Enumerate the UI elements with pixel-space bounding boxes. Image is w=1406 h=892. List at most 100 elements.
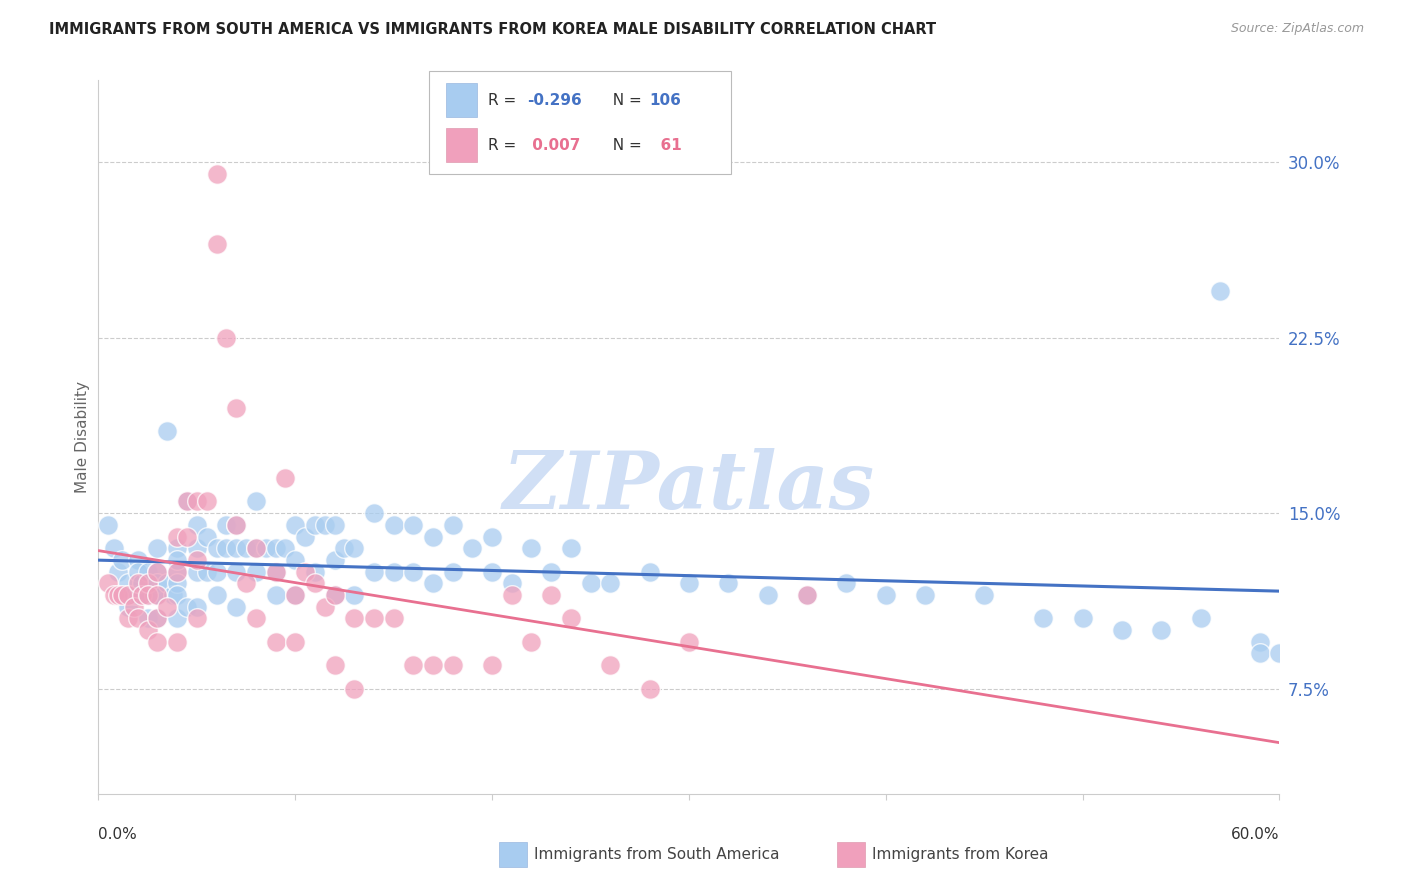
Point [117, 599, 139, 614]
Point [323, 588, 346, 602]
Point [323, 517, 346, 532]
Point [136, 588, 159, 602]
Point [186, 494, 208, 508]
Point [166, 635, 188, 649]
Point [205, 588, 228, 602]
Text: -0.296: -0.296 [527, 93, 582, 108]
Point [136, 576, 159, 591]
Point [422, 529, 444, 543]
Point [166, 529, 188, 543]
Point [441, 565, 464, 579]
Point [1150, 623, 1173, 637]
Point [136, 588, 159, 602]
Point [215, 541, 238, 556]
Point [254, 541, 277, 556]
Point [225, 517, 247, 532]
Point [343, 681, 366, 696]
Point [914, 588, 936, 602]
Point [166, 588, 188, 602]
Point [314, 599, 336, 614]
Text: 0.007: 0.007 [527, 137, 581, 153]
Point [1032, 611, 1054, 625]
Point [284, 553, 307, 567]
Y-axis label: Male Disability: Male Disability [75, 381, 90, 493]
Text: Immigrants from Korea: Immigrants from Korea [872, 847, 1049, 862]
Point [304, 517, 326, 532]
Point [146, 635, 169, 649]
Point [127, 565, 149, 579]
Point [103, 541, 125, 556]
Point [245, 541, 267, 556]
Point [205, 565, 228, 579]
Point [146, 565, 169, 579]
Point [146, 576, 169, 591]
Point [264, 635, 287, 649]
Point [186, 541, 208, 556]
Point [1111, 623, 1133, 637]
Point [205, 541, 228, 556]
Point [973, 588, 995, 602]
Point [107, 588, 129, 602]
Point [127, 611, 149, 625]
Text: IMMIGRANTS FROM SOUTH AMERICA VS IMMIGRANTS FROM KOREA MALE DISABILITY CORRELATI: IMMIGRANTS FROM SOUTH AMERICA VS IMMIGRA… [49, 22, 936, 37]
Point [166, 565, 188, 579]
Point [422, 576, 444, 591]
Point [225, 517, 247, 532]
Point [343, 541, 366, 556]
Text: N =: N = [603, 93, 647, 108]
Point [117, 588, 139, 602]
Point [245, 541, 267, 556]
Point [136, 565, 159, 579]
Point [205, 237, 228, 252]
Point [131, 588, 153, 602]
Point [117, 576, 139, 591]
Point [264, 588, 287, 602]
Point [162, 588, 184, 602]
Point [205, 167, 228, 181]
Point [441, 658, 464, 673]
Point [481, 565, 503, 579]
Point [245, 611, 267, 625]
Point [638, 681, 661, 696]
Point [186, 565, 208, 579]
Point [441, 517, 464, 532]
Point [560, 541, 582, 556]
Text: N =: N = [603, 137, 647, 153]
Point [599, 658, 621, 673]
Point [520, 541, 543, 556]
Point [333, 541, 356, 556]
Point [599, 576, 621, 591]
Point [402, 658, 425, 673]
Point [111, 588, 134, 602]
Point [422, 658, 444, 673]
Point [245, 494, 267, 508]
Point [225, 565, 247, 579]
Point [186, 611, 208, 625]
Point [304, 565, 326, 579]
Point [156, 599, 179, 614]
Point [264, 565, 287, 579]
Point [1189, 611, 1212, 625]
Point [111, 553, 134, 567]
Point [294, 529, 316, 543]
Point [97, 517, 120, 532]
Point [382, 565, 405, 579]
Point [117, 611, 139, 625]
Point [166, 553, 188, 567]
Point [314, 517, 336, 532]
Point [363, 565, 385, 579]
Point [156, 424, 179, 438]
Point [1268, 647, 1291, 661]
Point [343, 611, 366, 625]
Point [117, 588, 139, 602]
Point [323, 553, 346, 567]
Point [560, 611, 582, 625]
Point [540, 588, 562, 602]
Point [225, 541, 247, 556]
Point [146, 541, 169, 556]
Point [97, 576, 120, 591]
Point [166, 611, 188, 625]
Point [501, 576, 523, 591]
Text: R =: R = [488, 137, 522, 153]
Point [176, 494, 198, 508]
